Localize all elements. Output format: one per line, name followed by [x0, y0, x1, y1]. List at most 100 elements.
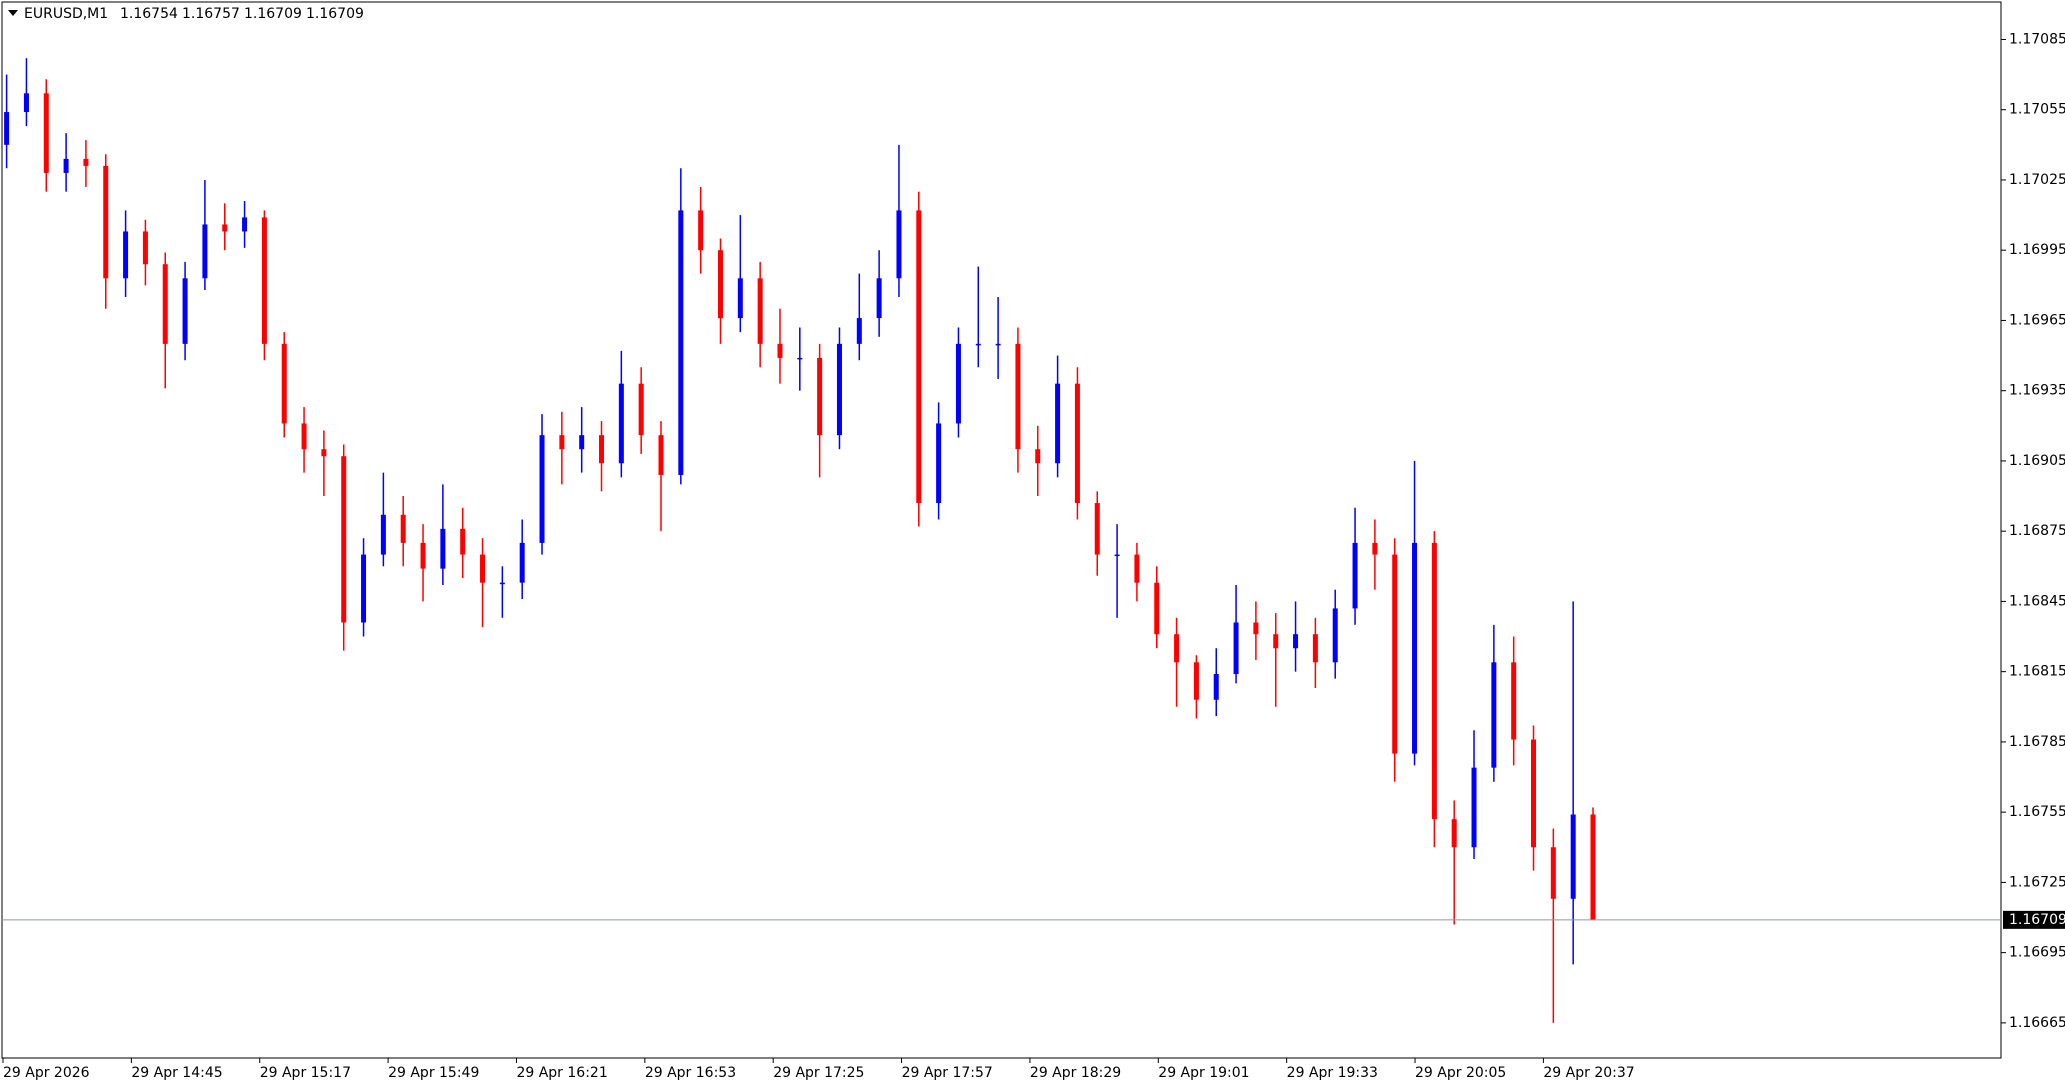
x-tick-label: 29 Apr 17:57: [902, 1065, 993, 1081]
x-tick-label: 29 Apr 18:29: [1030, 1065, 1121, 1081]
candle-body: [757, 278, 763, 344]
x-tick-label: 29 Apr 14:45: [131, 1065, 222, 1081]
header-value: 1.16709: [244, 6, 302, 22]
candle-body: [916, 210, 922, 504]
x-tick-label: 29 Apr 15:49: [388, 1065, 479, 1081]
candle-body: [202, 224, 208, 279]
candle-body: [856, 318, 862, 344]
candle-body: [876, 278, 882, 319]
candle-body: [1094, 503, 1100, 555]
candle-body: [380, 514, 386, 555]
candle-body: [1233, 622, 1239, 674]
candle-body: [1372, 542, 1378, 555]
candle-body: [83, 158, 89, 166]
header-value: 1.16754: [120, 6, 178, 22]
candle-body: [301, 423, 307, 450]
candle-body: [242, 217, 248, 232]
candle-body: [777, 343, 783, 358]
x-tick-label: 29 Apr 2026: [3, 1065, 90, 1081]
candle-body: [836, 343, 842, 436]
x-tick-label: 29 Apr 19:33: [1287, 1065, 1378, 1081]
header-value: 1.16757: [182, 6, 240, 22]
dropdown-icon[interactable]: [8, 10, 18, 16]
candle-body: [460, 528, 466, 555]
candle-body: [480, 554, 486, 583]
candle-body: [559, 435, 565, 450]
candle-body: [955, 343, 961, 424]
candle-body: [1293, 634, 1299, 649]
y-tick-label: 1.16995: [2009, 242, 2065, 258]
candle-body: [658, 435, 664, 475]
candle-body: [936, 423, 942, 504]
y-tick-label: 1.16815: [2009, 664, 2065, 680]
candle-body: [1193, 662, 1199, 700]
x-tick-label: 29 Apr 20:05: [1415, 1065, 1506, 1081]
candle-body: [361, 554, 367, 623]
candle-body: [182, 278, 188, 344]
candle-body: [1213, 674, 1219, 700]
candle-body: [440, 528, 446, 569]
candle-body: [1412, 542, 1418, 754]
candle-body: [400, 514, 406, 543]
candle-body: [1273, 634, 1279, 649]
candle-body: [1352, 542, 1358, 609]
y-tick-label: 1.16935: [2009, 383, 2065, 399]
candle-body: [579, 435, 585, 450]
symbol-label: EURUSD,M1: [24, 6, 108, 22]
candle-body: [698, 210, 704, 251]
plot-frame: [1, 1, 2002, 1059]
candle-body: [4, 112, 10, 145]
y-tick-label: 1.16695: [2009, 945, 2065, 961]
y-tick-label: 1.16665: [2009, 1015, 2065, 1031]
y-tick-label: 1.17055: [2009, 102, 2065, 118]
candle-body: [63, 158, 69, 173]
candle-body: [1431, 542, 1437, 820]
candle-body: [678, 210, 684, 475]
candle-body: [1253, 622, 1259, 635]
x-tick-label: 29 Apr 19:01: [1158, 1065, 1249, 1081]
candle-body: [599, 435, 605, 464]
y-tick-label: 1.16905: [2009, 453, 2065, 469]
candle-body: [1332, 608, 1338, 663]
candle-body: [341, 456, 347, 623]
x-tick-label: 29 Apr 17:25: [773, 1065, 864, 1081]
candle-body: [975, 343, 981, 346]
candle-body: [1511, 662, 1517, 740]
candle-body: [1134, 554, 1140, 583]
candle-body: [1550, 847, 1556, 899]
candle-body: [222, 224, 228, 232]
y-tick-label: 1.16845: [2009, 593, 2065, 609]
candle-body: [1471, 767, 1477, 848]
candle-body: [420, 542, 426, 569]
candle-body: [281, 343, 287, 424]
candle-body: [1570, 814, 1576, 899]
candle-body: [717, 250, 723, 319]
candle-body: [1114, 554, 1120, 557]
current-price-box: [2003, 910, 2065, 929]
header-value: 1.16709: [306, 6, 364, 22]
y-tick-label: 1.16755: [2009, 804, 2065, 820]
candle-body: [797, 357, 803, 360]
candle-body: [995, 343, 1001, 346]
candle-body: [817, 357, 823, 436]
candle-body: [142, 231, 148, 265]
y-tick-label: 1.17085: [2009, 31, 2065, 47]
candle-body: [1491, 662, 1497, 768]
candle-body: [1392, 554, 1398, 754]
candle-body: [1590, 814, 1596, 920]
y-tick-label: 1.16785: [2009, 734, 2065, 750]
y-tick-label: 1.16725: [2009, 874, 2065, 890]
x-tick-label: 29 Apr 16:53: [645, 1065, 736, 1081]
candle-body: [1074, 383, 1080, 504]
candle-body: [162, 264, 168, 344]
candle-body: [737, 278, 743, 319]
candle-body: [1035, 449, 1041, 464]
candle-body: [1154, 582, 1160, 635]
current-price-label: 1.16709: [2009, 912, 2065, 928]
candle-body: [896, 210, 902, 279]
candle-body: [499, 582, 505, 585]
x-tick-label: 29 Apr 20:37: [1543, 1065, 1634, 1081]
x-tick-label: 29 Apr 15:17: [260, 1065, 351, 1081]
